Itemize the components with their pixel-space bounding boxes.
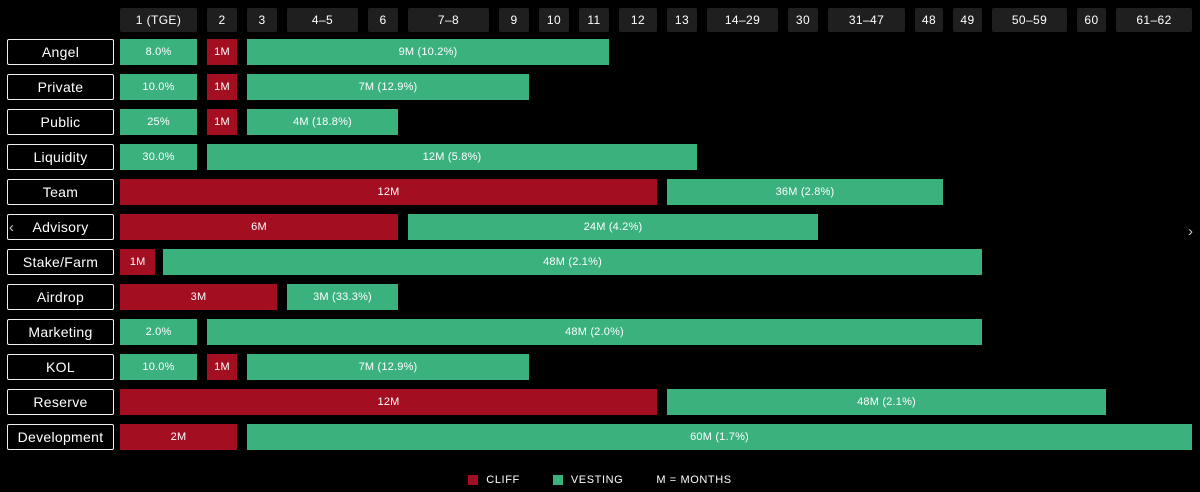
vesting-bar: 60M (1.7%) (247, 424, 1192, 450)
month-header-cell: 9 (499, 8, 529, 32)
vesting-bar: 9M (10.2%) (247, 39, 609, 65)
vesting-swatch-icon (552, 475, 563, 485)
month-header-cell: 4–5 (287, 8, 358, 32)
vesting-bar: 48M (2.1%) (667, 389, 1106, 415)
month-header-cell: 11 (579, 8, 609, 32)
month-header-cell: 50–59 (992, 8, 1067, 32)
cliff-bar: 6M (120, 214, 398, 240)
cliff-bar: 2M (120, 424, 237, 450)
cliff-bar: 1M (207, 74, 237, 100)
row-label-team: Team (7, 179, 114, 205)
month-header-cell: 2 (207, 8, 237, 32)
vesting-bar: 10.0% (120, 74, 197, 100)
scroll-right-icon[interactable]: › (1188, 223, 1193, 240)
legend-label-vesting: VESTING (570, 474, 624, 486)
vesting-bar: 25% (120, 109, 197, 135)
month-header-cell: 61–62 (1116, 8, 1192, 32)
month-header-cell: 60 (1077, 8, 1106, 32)
legend-item-cliff: CLIFF (468, 474, 520, 486)
vesting-bar: 4M (18.8%) (247, 109, 398, 135)
vesting-bar: 2.0% (120, 319, 197, 345)
row-label-airdrop: Airdrop (7, 284, 114, 310)
cliff-swatch-icon (468, 475, 479, 485)
row-label-development: Development (7, 424, 114, 450)
vesting-bar: 7M (12.9%) (247, 74, 529, 100)
month-header-cell: 31–47 (828, 8, 905, 32)
vesting-bar: 12M (5.8%) (207, 144, 697, 170)
month-header-cell: 7–8 (408, 8, 489, 32)
legend-item-months-note: M = MONTHS (656, 474, 731, 486)
cliff-bar: 1M (207, 354, 237, 380)
legend-label-cliff: CLIFF (486, 474, 520, 486)
cliff-bar: 1M (120, 249, 156, 275)
vesting-bar: 10.0% (120, 354, 197, 380)
month-header-cell: 48 (915, 8, 943, 32)
cliff-bar: 12M (120, 179, 657, 205)
month-header-cell: 13 (667, 8, 697, 32)
month-header-cell: 30 (788, 8, 818, 32)
legend-item-vesting: VESTING (552, 474, 624, 486)
row-label-advisory: Advisory (7, 214, 114, 240)
month-header-cell: 14–29 (707, 8, 778, 32)
row-label-angel: Angel (7, 39, 114, 65)
scroll-left-icon[interactable]: ‹ (9, 219, 14, 236)
row-label-kol: KOL (7, 354, 114, 380)
row-label-public: Public (7, 109, 114, 135)
vesting-bar: 48M (2.1%) (163, 249, 982, 275)
month-header-cell: 10 (539, 8, 569, 32)
vesting-bar: 8.0% (120, 39, 197, 65)
row-label-private: Private (7, 74, 114, 100)
vesting-bar: 3M (33.3%) (287, 284, 398, 310)
month-header-cell: 12 (619, 8, 657, 32)
month-header-cell: 49 (953, 8, 982, 32)
legend: CLIFF VESTING M = MONTHS (0, 474, 1200, 486)
cliff-bar: 12M (120, 389, 657, 415)
vesting-bar: 7M (12.9%) (247, 354, 529, 380)
row-label-reserve: Reserve (7, 389, 114, 415)
row-label-marketing: Marketing (7, 319, 114, 345)
vesting-bar: 24M (4.2%) (408, 214, 818, 240)
legend-label-months-note: M = MONTHS (656, 474, 732, 486)
month-header-cell: 6 (368, 8, 398, 32)
cliff-bar: 3M (120, 284, 277, 310)
cliff-bar: 1M (207, 39, 237, 65)
row-label-stake-farm: Stake/Farm (7, 249, 114, 275)
month-header-cell: 1 (TGE) (120, 8, 197, 32)
cliff-bar: 1M (207, 109, 237, 135)
vesting-bar: 48M (2.0%) (207, 319, 982, 345)
row-label-liquidity: Liquidity (7, 144, 114, 170)
vesting-bar: 36M (2.8%) (667, 179, 943, 205)
vesting-bar: 30.0% (120, 144, 197, 170)
month-header-cell: 3 (247, 8, 277, 32)
